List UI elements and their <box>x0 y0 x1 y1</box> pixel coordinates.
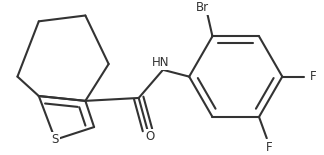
Text: Br: Br <box>196 1 209 14</box>
Text: O: O <box>146 130 155 143</box>
Text: F: F <box>265 141 272 153</box>
Text: F: F <box>310 70 317 83</box>
Text: HN: HN <box>152 55 170 69</box>
Text: S: S <box>52 133 59 146</box>
